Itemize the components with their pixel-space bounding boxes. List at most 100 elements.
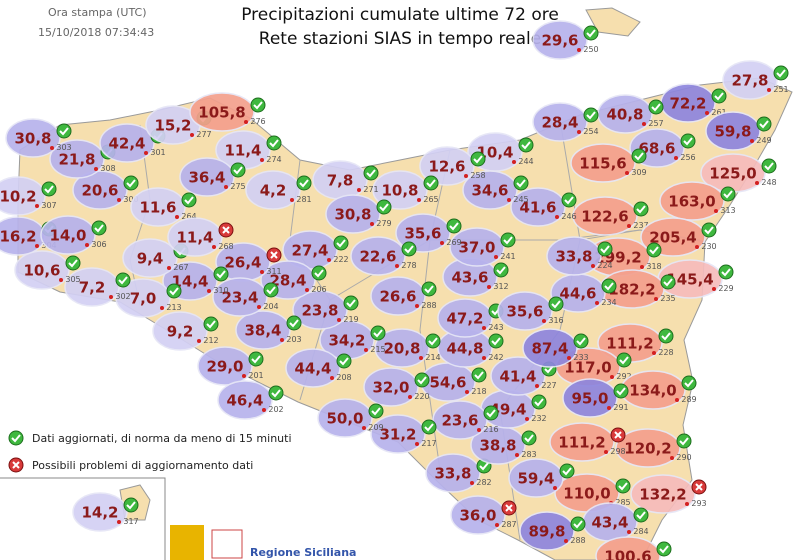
station: 87,4 233: [522, 328, 589, 368]
station-bubble: [630, 474, 696, 514]
status-ok-icon: [658, 328, 674, 344]
station-bubble: [370, 414, 426, 454]
station-value: 23,6: [441, 412, 478, 430]
station-marker: [260, 270, 264, 274]
status-ok-icon: [573, 333, 589, 349]
station-value: 7,2: [79, 279, 106, 297]
station-id: 204: [263, 302, 278, 311]
status-ok-icon: [123, 175, 139, 191]
status-ok-icon: [421, 281, 437, 297]
status-ok-icon: [263, 282, 279, 298]
subtitle: Rete stazioni SIAS in tempo reale: [259, 29, 541, 49]
station-id: 209: [368, 423, 383, 432]
status-check: [424, 285, 434, 294]
station-id: 279: [376, 219, 391, 228]
station-value: 163,0: [668, 193, 715, 211]
station-bubble: [449, 227, 505, 267]
station-value: 95,0: [571, 390, 608, 408]
station-id: 232: [531, 414, 546, 423]
station-id: 264: [181, 212, 196, 221]
station-marker: [175, 215, 179, 219]
station-value: 10,6: [23, 262, 60, 280]
status-ok-icon: [615, 478, 631, 494]
station-id: 289: [681, 395, 696, 404]
station-bubble: [99, 123, 155, 163]
station-id: 251: [773, 85, 788, 94]
station: 27,4 222: [282, 230, 349, 270]
status-check: [544, 365, 554, 374]
station-marker: [224, 185, 228, 189]
station-marker: [109, 295, 113, 299]
station-id: 256: [680, 153, 695, 162]
station-marker: [555, 215, 559, 219]
status-ok-icon: [336, 353, 352, 369]
status-ok-icon: [286, 315, 302, 331]
status-ok-icon: [570, 516, 586, 532]
station: 100,6: [595, 536, 672, 560]
status-check: [404, 245, 414, 254]
station-marker: [280, 338, 284, 342]
station-id: 222: [333, 255, 348, 264]
station-marker: [190, 133, 194, 137]
station-id: 288: [421, 301, 436, 310]
station-value: 9,2: [167, 323, 194, 341]
station-marker: [35, 204, 39, 208]
station: 110,0 285: [554, 473, 631, 513]
station-bubble: [5, 118, 61, 158]
station-marker: [674, 156, 678, 160]
status-check: [424, 423, 434, 432]
status-ok-icon: [718, 264, 734, 280]
station-id: 249: [756, 136, 771, 145]
station-marker: [260, 158, 264, 162]
status-check: [604, 282, 614, 291]
station-id: 271: [363, 185, 378, 194]
status-check: [695, 483, 703, 491]
station: 4,2 281: [245, 170, 312, 210]
status-ok-icon: [676, 433, 692, 449]
station-value: 20,8: [383, 340, 420, 358]
station: 36,0 287: [450, 495, 517, 535]
station-marker: [482, 356, 486, 360]
station-value: 27,8: [731, 72, 768, 90]
station-value: 132,2: [639, 486, 686, 504]
station: 111,2 228: [597, 323, 674, 363]
station-marker: [564, 539, 568, 543]
station: 34,6 245: [462, 170, 529, 210]
title: Precipitazioni cumulate ultime 72 ore: [241, 5, 559, 25]
station-value: 111,2: [558, 434, 605, 452]
station: 95,0 291: [562, 378, 629, 418]
station-marker: [607, 406, 611, 410]
station-id: 303: [56, 143, 71, 152]
station-marker: [507, 198, 511, 202]
station-marker: [415, 304, 419, 308]
station-value: 46,4: [226, 392, 263, 410]
station-marker: [577, 48, 581, 52]
status-check: [704, 226, 714, 235]
station-bubble: [212, 277, 268, 317]
status-check: [68, 259, 78, 268]
station-value: 59,4: [517, 470, 554, 488]
legend: Dati aggiornati, di norma da meno di 15 …: [8, 430, 292, 473]
station: 89,8 288: [519, 511, 586, 551]
station-marker: [477, 428, 481, 432]
station: 36,4 275: [179, 157, 246, 197]
station-value: 14,2: [81, 504, 118, 522]
station-value: 134,0: [629, 382, 676, 400]
station-bubble: [722, 60, 778, 100]
station-value: 41,4: [499, 368, 536, 386]
station-value: 28,4: [541, 114, 578, 132]
status-check: [289, 319, 299, 328]
status-ok-icon: [773, 65, 789, 81]
station: 105,8 276: [189, 92, 266, 132]
status-ok-icon: [213, 266, 229, 282]
station-marker: [212, 245, 216, 249]
station-id: 285: [615, 498, 630, 507]
station: 33,8 224: [546, 236, 613, 276]
station-marker: [542, 319, 546, 323]
station-marker: [262, 408, 266, 412]
status-check: [505, 504, 513, 512]
station-id: 311: [266, 267, 281, 276]
station-bubble: [197, 346, 253, 386]
station: 120,2 290: [615, 428, 692, 468]
station-value: 14,4: [171, 273, 208, 291]
